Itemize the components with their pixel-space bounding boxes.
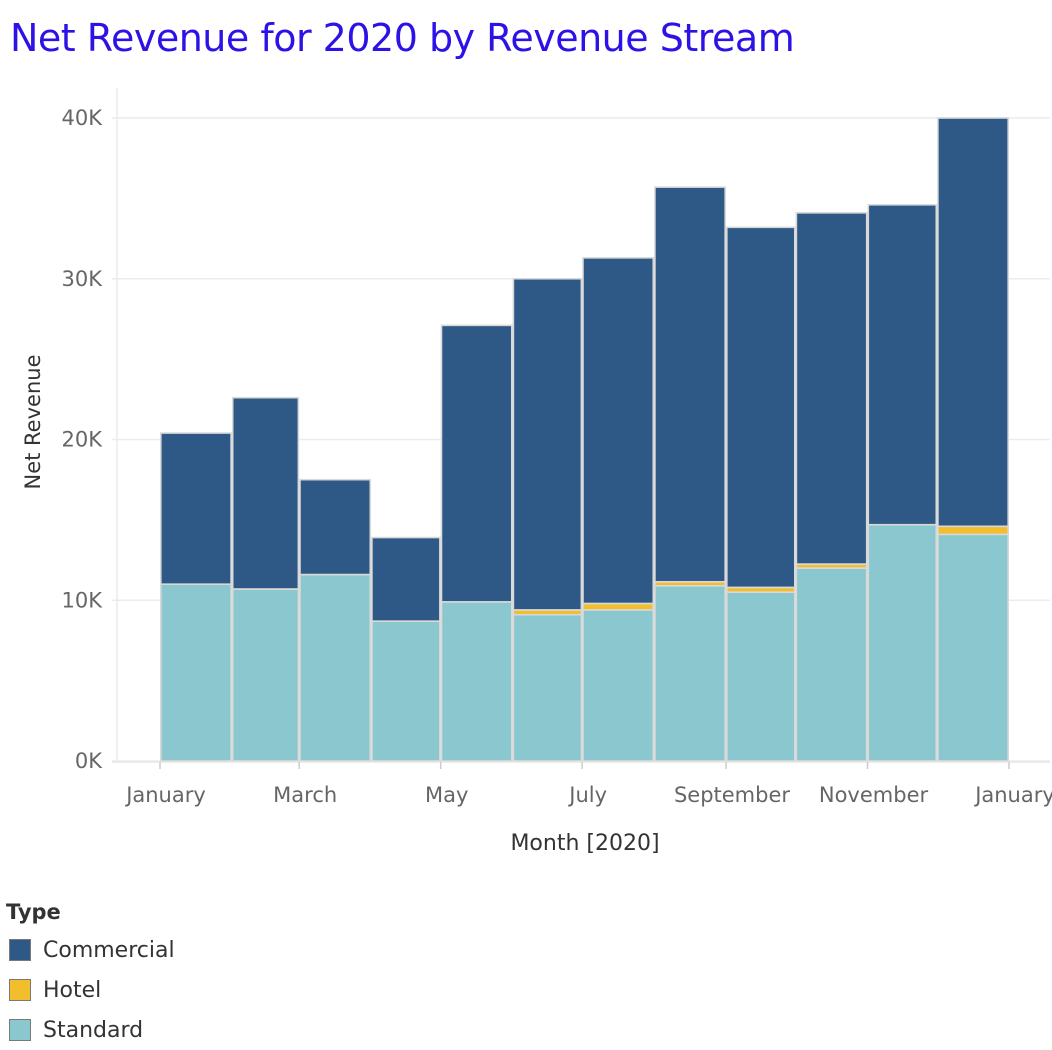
y-tick-label: 10K xyxy=(62,588,104,612)
legend-item-standard[interactable]: Standard xyxy=(6,1010,175,1050)
bar-commercial-2020-11 xyxy=(868,205,936,525)
y-axis-title: Net Revenue xyxy=(21,355,45,490)
bar-standard-2020-11 xyxy=(868,525,936,761)
bar-commercial-2020-01 xyxy=(161,433,231,584)
x-tick-label: July xyxy=(567,783,607,807)
bar-commercial-2020-10 xyxy=(796,213,866,564)
bar-standard-2020-06 xyxy=(513,615,581,761)
legend-item-hotel[interactable]: Hotel xyxy=(6,970,175,1010)
y-tick-label: 20K xyxy=(62,428,104,452)
x-tick-label: March xyxy=(273,783,337,807)
x-tick-label: January xyxy=(973,783,1052,807)
legend-title: Type xyxy=(6,900,175,924)
x-tick-label: January xyxy=(124,783,206,807)
bar-commercial-2020-07 xyxy=(583,258,653,604)
bar-standard-2020-10 xyxy=(796,568,866,761)
legend-label-standard: Standard xyxy=(43,1018,143,1043)
bar-standard-2020-12 xyxy=(938,534,1008,761)
legend-swatch-commercial xyxy=(9,939,31,961)
bar-commercial-2020-04 xyxy=(372,538,440,622)
bar-commercial-2020-03 xyxy=(300,480,370,575)
bar-standard-2020-09 xyxy=(727,592,795,761)
x-tick-label: May xyxy=(425,783,468,807)
bar-standard-2020-05 xyxy=(441,602,511,761)
bar-commercial-2020-02 xyxy=(233,398,299,589)
legend-item-commercial[interactable]: Commercial xyxy=(6,930,175,970)
legend: Type Commercial Hotel Standard xyxy=(6,900,175,1050)
stacked-bar-chart: 0K 10K 20K 30K 40K January March May July Septemb… xyxy=(0,0,1052,880)
x-tick-label: November xyxy=(819,783,929,807)
bar-commercial-2020-06 xyxy=(513,279,581,610)
x-tick-label: September xyxy=(674,783,790,807)
x-axis-title: Month [2020] xyxy=(510,831,659,856)
bar-commercial-2020-09 xyxy=(727,227,795,587)
legend-label-commercial: Commercial xyxy=(43,938,175,963)
bar-commercial-2020-08 xyxy=(655,187,725,582)
bar-commercial-2020-05 xyxy=(441,325,511,601)
bar-standard-2020-08 xyxy=(655,586,725,761)
legend-swatch-hotel xyxy=(9,979,31,1001)
bar-standard-2020-04 xyxy=(372,621,440,761)
bar-standard-2020-07 xyxy=(583,610,653,761)
legend-label-hotel: Hotel xyxy=(43,978,101,1003)
bar-hotel-2020-07 xyxy=(583,603,653,609)
bar-hotel-2020-12 xyxy=(938,526,1008,534)
legend-swatch-standard xyxy=(9,1019,31,1041)
bar-standard-2020-01 xyxy=(161,584,231,761)
bar-standard-2020-02 xyxy=(233,589,299,761)
y-tick-label: 40K xyxy=(62,106,104,130)
y-tick-label: 0K xyxy=(75,749,103,773)
bar-commercial-2020-12 xyxy=(938,118,1008,526)
bars xyxy=(161,118,1008,761)
bar-standard-2020-03 xyxy=(300,575,370,761)
y-tick-label: 30K xyxy=(62,267,104,291)
